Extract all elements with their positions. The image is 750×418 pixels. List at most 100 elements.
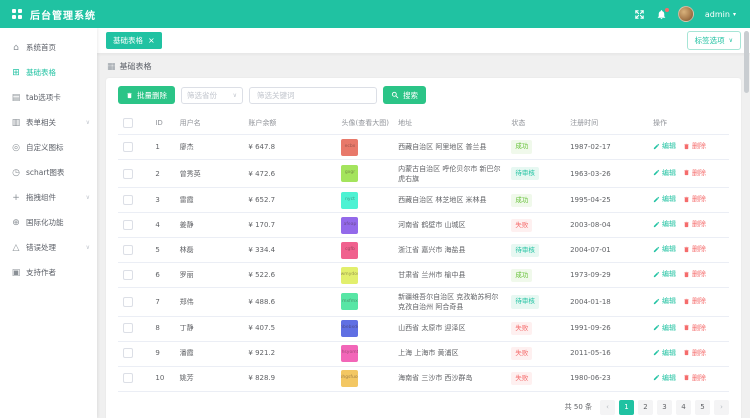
batch-delete-button[interactable]: 批量删除: [118, 86, 175, 104]
delete-button[interactable]: 删除: [683, 244, 706, 254]
delete-button[interactable]: 删除: [683, 296, 706, 306]
user-menu[interactable]: admin ▾: [705, 10, 736, 19]
column-header: 操作: [648, 112, 729, 135]
notification-dot: [664, 7, 669, 12]
sidebar-item-basic-table[interactable]: ⊞ 基础表格: [0, 60, 97, 85]
cell-id: 2: [150, 159, 175, 189]
select-all-checkbox[interactable]: [123, 118, 133, 128]
column-header: 状态: [506, 112, 566, 135]
delete-button[interactable]: 删除: [683, 269, 706, 279]
chevron-down-icon: ∨: [85, 244, 90, 251]
pagination-page-button[interactable]: 2: [638, 399, 653, 415]
row-checkbox[interactable]: [123, 245, 133, 256]
keyword-input[interactable]: [249, 86, 377, 104]
sidebar-item-schart[interactable]: ◷ schart图表: [0, 160, 97, 185]
edit-button[interactable]: 编辑: [653, 373, 676, 383]
notification-bell-icon[interactable]: [656, 7, 669, 20]
sidebar-item-i18n[interactable]: ⊕ 国际化功能: [0, 210, 97, 235]
delete-button[interactable]: 删除: [683, 348, 706, 358]
scrollbar-track[interactable]: [743, 31, 749, 415]
main-area: 基础表格 × 标签选项 ∨ ▦ 基础表格 批量删除 筛选省份 ∨: [97, 28, 750, 418]
cell-register-date: 2011-05-16: [565, 341, 649, 367]
sidebar-item-custom-icon[interactable]: ◎ 自定义图标: [0, 135, 97, 160]
sidebar-item-forms[interactable]: ▥ 表单相关 ∨: [0, 110, 97, 135]
edit-button[interactable]: 编辑: [653, 168, 676, 178]
edit-button[interactable]: 编辑: [653, 141, 676, 151]
scrollbar-thumb[interactable]: [744, 31, 749, 93]
cell-address: 西藏自治区 林芝地区 米林县: [393, 187, 507, 214]
avatar-thumbnail[interactable]: wmydos: [341, 266, 359, 284]
pagination-page-button[interactable]: 5: [695, 399, 710, 415]
delete-button[interactable]: 删除: [683, 373, 706, 383]
row-checkbox[interactable]: [123, 373, 133, 384]
edit-button[interactable]: 编辑: [653, 269, 676, 279]
edit-button[interactable]: 编辑: [653, 194, 676, 204]
avatar-thumbnail[interactable]: hsyomt: [341, 345, 359, 363]
sidebar-item-label: 系统首页: [26, 43, 56, 52]
province-select[interactable]: 筛选省份 ∨: [181, 86, 243, 104]
pagination-page-button[interactable]: 1: [619, 399, 634, 415]
delete-button[interactable]: 删除: [683, 219, 706, 229]
row-checkbox[interactable]: [123, 323, 133, 334]
fullscreen-icon[interactable]: [634, 9, 645, 20]
status-badge: 成功: [511, 193, 533, 207]
row-checkbox[interactable]: [123, 348, 133, 359]
cell-register-date: 1963-03-26: [565, 159, 649, 189]
sidebar-item-home[interactable]: ⌂ 系统首页: [0, 35, 97, 60]
edit-button[interactable]: 编辑: [653, 219, 676, 229]
cell-balance: ¥ 647.8: [243, 134, 337, 160]
cell-username: 林磊: [174, 237, 244, 264]
sidebar-item-label: 支持作者: [26, 268, 56, 277]
edit-button[interactable]: 编辑: [653, 348, 676, 358]
avatar-thumbnail[interactable]: afeap: [341, 216, 359, 234]
sidebar-item-label: 错误处理: [26, 243, 56, 252]
tag-options-button[interactable]: 标签选项 ∨: [686, 31, 741, 50]
pagination-prev-button[interactable]: ‹: [600, 399, 615, 415]
batch-delete-label: 批量删除: [137, 90, 167, 100]
avatar-thumbnail[interactable]: mxfmx: [341, 293, 359, 311]
delete-button[interactable]: 删除: [683, 168, 706, 178]
cell-username: 姚芳: [174, 366, 244, 392]
delete-button[interactable]: 删除: [683, 194, 706, 204]
edit-button[interactable]: 编辑: [653, 296, 676, 306]
sidebar-item-tabs[interactable]: ▤ tab选项卡: [0, 85, 97, 110]
search-button[interactable]: 搜索: [383, 86, 426, 104]
sidebar-item-label: 表单相关: [26, 118, 56, 127]
avatar-thumbnail[interactable]: ohgsfuoe: [341, 370, 359, 388]
delete-button[interactable]: 删除: [683, 323, 706, 333]
avatar-thumbnail[interactable]: ecbx: [341, 138, 359, 156]
row-checkbox[interactable]: [123, 220, 133, 231]
row-checkbox[interactable]: [123, 195, 133, 206]
pagination-page-button[interactable]: 3: [657, 399, 672, 415]
cell-id: 6: [150, 262, 175, 289]
pagination-page-button[interactable]: 4: [676, 399, 691, 415]
cell-id: 8: [150, 316, 175, 342]
sidebar-item-label: tab选项卡: [26, 93, 61, 102]
avatar-thumbnail[interactable]: cgfb: [341, 241, 359, 259]
row-checkbox[interactable]: [123, 141, 133, 152]
tab-label: 基础表格: [113, 36, 143, 45]
row-checkbox[interactable]: [123, 296, 133, 307]
edit-button[interactable]: 编辑: [653, 323, 676, 333]
close-icon[interactable]: ×: [148, 35, 155, 45]
avatar-thumbnail[interactable]: nbebxde: [341, 320, 359, 338]
sidebar-item-drag[interactable]: + 拖拽组件 ∨: [0, 185, 97, 210]
row-checkbox[interactable]: [123, 270, 133, 281]
avatar-thumbnail[interactable]: nyct: [341, 191, 359, 209]
cell-username: 丁静: [174, 316, 244, 342]
sidebar-item-error[interactable]: △ 错误处理 ∨: [0, 235, 97, 260]
column-header: 头像(查看大图): [336, 112, 394, 135]
tag-options-label: 标签选项: [694, 36, 725, 45]
delete-button[interactable]: 删除: [683, 141, 706, 151]
row-checkbox[interactable]: [123, 168, 133, 179]
user-avatar[interactable]: [677, 6, 694, 22]
edit-button[interactable]: 编辑: [653, 244, 676, 254]
pagination-next-button[interactable]: ›: [714, 399, 729, 415]
tab-basic-table[interactable]: 基础表格 ×: [106, 32, 162, 49]
cell-register-date: 1995-04-25: [565, 187, 649, 214]
cell-id: 5: [150, 237, 175, 264]
cell-address: 海南省 三沙市 西沙群岛: [393, 366, 507, 392]
sidebar-item-donate[interactable]: ▣ 支持作者: [0, 260, 97, 285]
avatar-thumbnail[interactable]: gxgr: [341, 165, 359, 183]
user-table: ID 用户名 账户余额 头像(查看大图) 地址 状态 注册时间 操作 1 廖杰 ¥ 647.8 ec…: [118, 112, 729, 392]
